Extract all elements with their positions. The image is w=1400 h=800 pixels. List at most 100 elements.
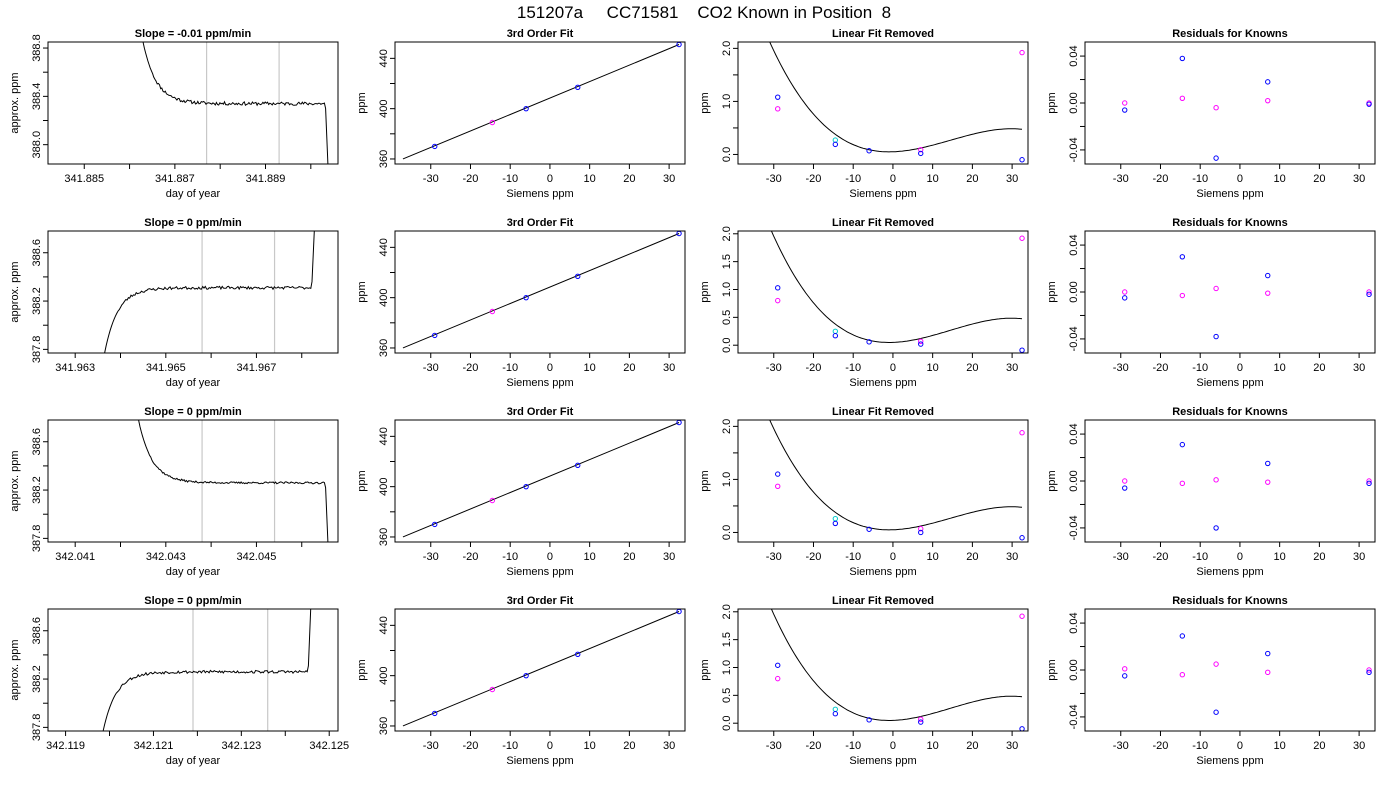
data-point-magenta [1265, 97, 1271, 104]
data-point-blue [1019, 535, 1025, 541]
y-axis-label: ppm [356, 470, 368, 491]
x-tick-label: -20 [1153, 740, 1169, 752]
x-tick-label: 10 [1274, 740, 1286, 752]
data-point-blue [523, 294, 529, 301]
data-point-magenta [1213, 661, 1219, 667]
y-axis-label: ppm [1046, 470, 1058, 491]
x-tick-label: -10 [1192, 551, 1208, 563]
x-tick-label: 20 [1313, 362, 1325, 374]
data-point-blue [775, 662, 781, 668]
x-tick-label: 10 [584, 740, 596, 752]
data-point-magenta [1265, 479, 1271, 485]
x-tick-label: 30 [1006, 551, 1018, 563]
data-point-magenta [1213, 104, 1219, 111]
panel-4-1: Slope = 0 ppm/min 342.119 342.121 342.123 34… [9, 595, 349, 767]
panel-title: Slope = -0.01 ppm/min [135, 28, 252, 40]
data-point-blue [432, 332, 438, 339]
plot-frame [394, 608, 686, 732]
panel-1-4: Residuals for Knowns -30 -20 -10 0 10 20 30 -0.0… [1046, 28, 1376, 200]
plot-frame [1084, 230, 1376, 354]
y-tick-label: 0.5 [721, 688, 733, 703]
x-tick-label: -30 [1113, 362, 1129, 374]
plot-frame [47, 41, 339, 165]
y-tick-label: 388.2 [31, 665, 43, 693]
x-tick-label: 10 [1274, 173, 1286, 185]
y-tick-label: 2.0 [721, 604, 733, 619]
x-tick-label: 0 [547, 362, 553, 374]
plot-frame [737, 41, 1029, 165]
y-tick-label: -0.04 [1068, 137, 1080, 162]
x-tick-label: 10 [584, 173, 596, 185]
x-tick-label: 0 [1237, 173, 1243, 185]
y-tick-label: 360 [378, 528, 390, 546]
data-point-blue [1019, 347, 1025, 353]
cubic-fit-curve [769, 42, 1023, 153]
x-tick-label: -30 [766, 173, 782, 185]
data-point-blue [1179, 254, 1186, 260]
x-tick-label: 30 [1353, 362, 1365, 374]
x-tick-label: 0 [890, 362, 896, 374]
y-tick-label: 1.5 [721, 254, 733, 269]
panel-4-2: 3rd Order Fit -30 -20 -10 0 10 20 30 360 400 440 Si… [356, 595, 686, 767]
data-point-cyan [832, 328, 839, 334]
x-tick-label: 341.885 [64, 173, 104, 185]
data-point-blue [918, 529, 924, 536]
plot-frame [737, 419, 1029, 543]
data-point-blue [575, 462, 581, 468]
y-tick-label: 1.0 [721, 94, 733, 109]
fit-line [402, 233, 680, 349]
panel-title: Linear Fit Removed [832, 217, 934, 229]
data-point-magenta [1019, 49, 1025, 56]
y-axis-label: ppm [356, 281, 368, 302]
x-tick-label: -30 [1113, 551, 1129, 563]
data-point-blue [1019, 157, 1025, 163]
data-point-magenta [489, 497, 496, 504]
x-tick-label: -10 [502, 362, 518, 374]
data-point-blue [866, 148, 872, 154]
x-tick-label: 30 [663, 740, 675, 752]
x-tick-label: 342.123 [221, 740, 261, 752]
y-tick-label: 387.8 [31, 525, 43, 553]
plot-frame [737, 608, 1029, 732]
x-tick-label: 30 [1006, 740, 1018, 752]
x-tick-label: 342.045 [237, 551, 277, 563]
data-point-blue [1265, 272, 1271, 279]
data-point-blue [832, 520, 839, 527]
trace-line [142, 42, 329, 164]
x-tick-label: 20 [623, 551, 635, 563]
plot-area [402, 420, 682, 538]
x-axis-label: Siemens ppm [506, 755, 573, 767]
y-tick-label: 0.0 [721, 147, 733, 162]
panel-2-3: Linear Fit Removed -30 -20 -10 0 10 20 30 0.0 0.5… [699, 217, 1029, 389]
y-tick-label: 440 [378, 616, 390, 634]
plot-frame [1084, 608, 1376, 732]
panel-4-4: Residuals for Knowns -30 -20 -10 0 10 20 30 -0.0… [1046, 595, 1376, 767]
panel-title: Slope = 0 ppm/min [144, 595, 242, 607]
panel-title: Linear Fit Removed [832, 595, 934, 607]
panel-3-2: 3rd Order Fit -30 -20 -10 0 10 20 30 360 400 440 Si… [356, 406, 686, 578]
y-axis-label: ppm [699, 92, 711, 113]
y-axis-label: ppm [1046, 281, 1058, 302]
data-point-magenta [1265, 290, 1271, 296]
panel-title: Slope = 0 ppm/min [144, 217, 242, 229]
x-axis-label: Siemens ppm [1196, 566, 1263, 578]
plot-area [1122, 55, 1372, 161]
data-point-blue [523, 483, 529, 490]
plot-area [402, 609, 682, 727]
panel-2-4: Residuals for Knowns -30 -20 -10 0 10 20 30 -0.0… [1046, 217, 1376, 389]
x-tick-label: 10 [584, 551, 596, 563]
x-tick-label: 20 [623, 362, 635, 374]
data-point-magenta [918, 526, 924, 532]
y-axis-label: approx. ppm [9, 450, 21, 511]
y-tick-label: 0.04 [1068, 612, 1080, 633]
y-tick-label: 2.0 [721, 226, 733, 241]
x-tick-label: 20 [966, 173, 978, 185]
data-point-magenta [1019, 430, 1025, 436]
x-tick-label: -20 [1153, 173, 1169, 185]
plot-area [138, 420, 329, 542]
x-tick-label: -10 [845, 362, 861, 374]
x-tick-label: 20 [966, 362, 978, 374]
panel-title: Residuals for Knowns [1172, 595, 1288, 607]
x-tick-label: -10 [845, 551, 861, 563]
y-tick-label: 388.4 [31, 83, 43, 111]
